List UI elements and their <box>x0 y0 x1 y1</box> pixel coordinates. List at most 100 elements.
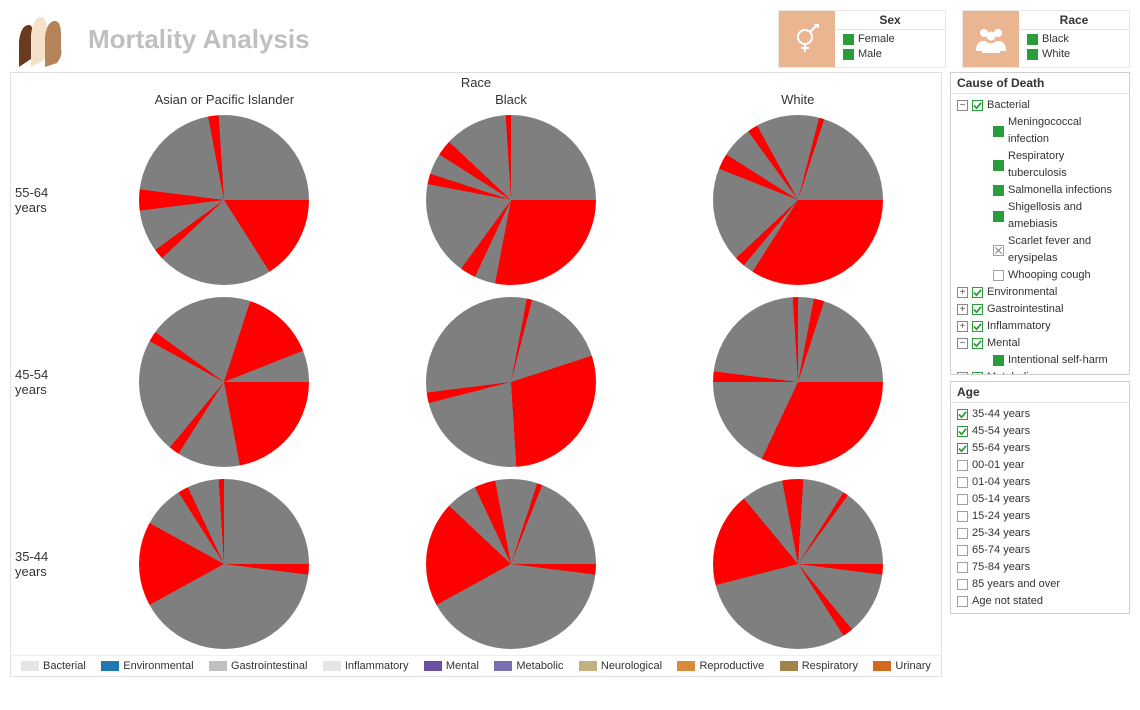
tree-item[interactable]: −Mental <box>957 335 1123 352</box>
checkbox-icon[interactable] <box>972 304 983 315</box>
tree-expander[interactable]: + <box>957 304 968 315</box>
cause-panel-head: Cause of Death <box>951 73 1129 94</box>
filter-item-label: Male <box>858 47 882 62</box>
pie-chart <box>713 115 883 285</box>
pie-chart <box>426 115 596 285</box>
age-item[interactable]: 01-04 years <box>957 474 1123 491</box>
checkbox-icon[interactable] <box>1027 49 1038 60</box>
tree-item[interactable]: Shigellosis and amebiasis <box>957 199 1123 233</box>
age-item[interactable]: 85 years and over <box>957 576 1123 593</box>
tree-item[interactable]: +Environmental <box>957 284 1123 301</box>
tree-expander[interactable]: + <box>957 372 968 374</box>
pie-chart <box>426 479 596 649</box>
tree-item[interactable]: Salmonella infections <box>957 182 1123 199</box>
filter-item[interactable]: Black <box>1027 32 1121 47</box>
checkbox-icon[interactable] <box>993 355 1004 366</box>
checkbox-icon[interactable] <box>993 270 1004 281</box>
age-item[interactable]: 45-54 years <box>957 423 1123 440</box>
age-item[interactable]: 65-74 years <box>957 542 1123 559</box>
tree-item[interactable]: +Inflammatory <box>957 318 1123 335</box>
tree-item[interactable]: +Metabolic <box>957 369 1123 374</box>
legend-item: Inflammatory <box>323 660 409 672</box>
tree-item[interactable]: Whooping cough <box>957 267 1123 284</box>
checkbox-icon[interactable] <box>957 426 968 437</box>
checkbox-icon[interactable] <box>957 443 968 454</box>
tree-expander[interactable]: + <box>957 287 968 298</box>
checkbox-icon[interactable] <box>993 245 1004 256</box>
filter-race-head: Race <box>1019 11 1129 30</box>
age-panel: Age 35-44 years45-54 years55-64 years00-… <box>950 381 1130 614</box>
filter-item[interactable]: Female <box>843 32 937 47</box>
checkbox-icon[interactable] <box>993 211 1004 222</box>
age-item[interactable]: 05-14 years <box>957 491 1123 508</box>
checkbox-icon[interactable] <box>843 34 854 45</box>
checkbox-icon[interactable] <box>957 511 968 522</box>
age-label: 35-44 years <box>972 406 1030 423</box>
checkbox-icon[interactable] <box>957 596 968 607</box>
age-item[interactable]: 35-44 years <box>957 406 1123 423</box>
checkbox-icon[interactable] <box>957 409 968 420</box>
legend-item: Respiratory <box>780 660 858 672</box>
pie-chart <box>139 479 309 649</box>
checkbox-icon[interactable] <box>957 460 968 471</box>
age-item[interactable]: 75-84 years <box>957 559 1123 576</box>
age-item[interactable]: 15-24 years <box>957 508 1123 525</box>
cause-panel: Cause of Death − BacterialMeningococcal i… <box>950 72 1130 375</box>
tree-item[interactable]: +Gastrointestinal <box>957 301 1123 318</box>
checkbox-icon[interactable] <box>957 494 968 505</box>
tree-expander[interactable]: + <box>957 321 968 332</box>
checkbox-icon[interactable] <box>1027 34 1038 45</box>
legend-item: Neurological <box>579 660 662 672</box>
column-header: Asian or Pacific Islander <box>81 90 368 109</box>
checkbox-icon[interactable] <box>957 562 968 573</box>
chart-legend: BacterialEnvironmentalGastrointestinalIn… <box>11 655 941 676</box>
legend-label: Gastrointestinal <box>231 660 307 672</box>
age-item[interactable]: 25-34 years <box>957 525 1123 542</box>
filter-sex-head: Sex <box>835 11 945 30</box>
legend-label: Urinary <box>895 660 930 672</box>
row-label: 55-64 years <box>11 185 81 215</box>
chart-area: Race Asian or Pacific IslanderBlackWhite… <box>10 72 942 677</box>
checkbox-icon[interactable] <box>993 185 1004 196</box>
tree-label: Bacterial <box>987 97 1030 114</box>
checkbox-icon[interactable] <box>993 160 1004 171</box>
checkbox-icon[interactable] <box>957 528 968 539</box>
tree-item[interactable]: Respiratory tuberculosis <box>957 148 1123 182</box>
tree-label: Scarlet fever and erysipelas <box>1008 233 1123 267</box>
age-item[interactable]: Age not stated <box>957 593 1123 610</box>
legend-item: Metabolic <box>494 660 563 672</box>
tree-item[interactable]: − Bacterial <box>957 97 1123 114</box>
checkbox-icon[interactable] <box>972 100 983 111</box>
legend-item: Environmental <box>101 660 193 672</box>
age-label: 85 years and over <box>972 576 1060 593</box>
age-label: 45-54 years <box>972 423 1030 440</box>
checkbox-icon[interactable] <box>972 372 983 374</box>
legend-label: Metabolic <box>516 660 563 672</box>
chart-row: 45-54 years <box>11 291 941 473</box>
age-label: 75-84 years <box>972 559 1030 576</box>
age-item[interactable]: 00-01 year <box>957 457 1123 474</box>
chart-facet-label: Race <box>11 73 941 90</box>
checkbox-icon[interactable] <box>972 321 983 332</box>
checkbox-icon[interactable] <box>972 287 983 298</box>
filter-item[interactable]: Male <box>843 47 937 62</box>
tree-expander[interactable]: − <box>957 100 968 111</box>
checkbox-icon[interactable] <box>972 338 983 349</box>
checkbox-icon[interactable] <box>957 477 968 488</box>
legend-label: Environmental <box>123 660 193 672</box>
row-label: 35-44 years <box>11 549 81 579</box>
pie-chart <box>426 297 596 467</box>
page-title: Mortality Analysis <box>88 24 762 55</box>
tree-item[interactable]: Scarlet fever and erysipelas <box>957 233 1123 267</box>
filter-item[interactable]: White <box>1027 47 1121 62</box>
tree-item[interactable]: Intentional self-harm <box>957 352 1123 369</box>
tree-item[interactable]: Meningococcal infection <box>957 114 1123 148</box>
checkbox-icon[interactable] <box>957 579 968 590</box>
tree-expander[interactable]: − <box>957 338 968 349</box>
checkbox-icon[interactable] <box>843 49 854 60</box>
checkbox-icon[interactable] <box>993 126 1004 137</box>
pie-chart <box>139 297 309 467</box>
legend-label: Mental <box>446 660 479 672</box>
checkbox-icon[interactable] <box>957 545 968 556</box>
age-item[interactable]: 55-64 years <box>957 440 1123 457</box>
